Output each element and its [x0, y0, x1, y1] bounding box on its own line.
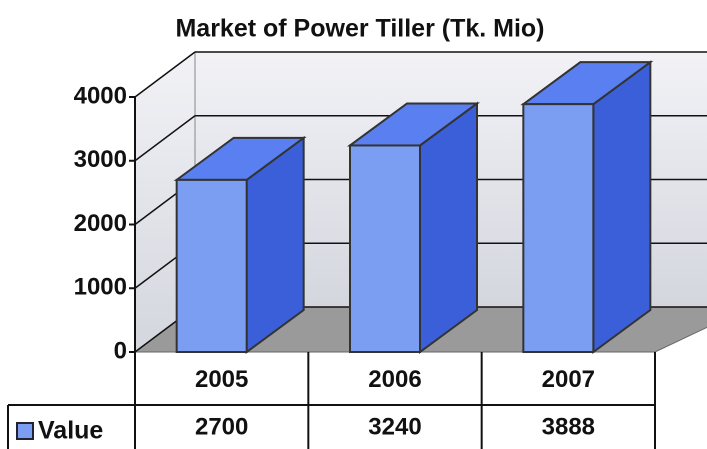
x-tick-label: 2007	[542, 366, 595, 393]
table-value: 3888	[542, 413, 595, 440]
x-tick-label: 2005	[195, 366, 248, 393]
y-tick-label: 3000	[74, 146, 127, 173]
legend-swatch	[16, 422, 34, 440]
y-tick-label: 1000	[74, 274, 127, 301]
bar-side	[592, 60, 652, 354]
y-tick-label: 0	[114, 337, 127, 364]
table-value: 3240	[368, 413, 421, 440]
grid-line	[134, 51, 196, 98]
grid-line	[134, 115, 196, 162]
bar-side	[419, 101, 478, 354]
legend-label: Value	[38, 417, 103, 445]
bar	[522, 103, 595, 353]
y-tick-label: 4000	[74, 82, 127, 109]
chart-title: Market of Power Tiller (Tk. Mio)	[175, 15, 544, 43]
table-value: 2700	[195, 413, 248, 440]
y-tick-label: 2000	[74, 210, 127, 237]
x-tick-label: 2006	[368, 366, 421, 393]
bar	[175, 178, 248, 353]
bar	[349, 144, 421, 353]
